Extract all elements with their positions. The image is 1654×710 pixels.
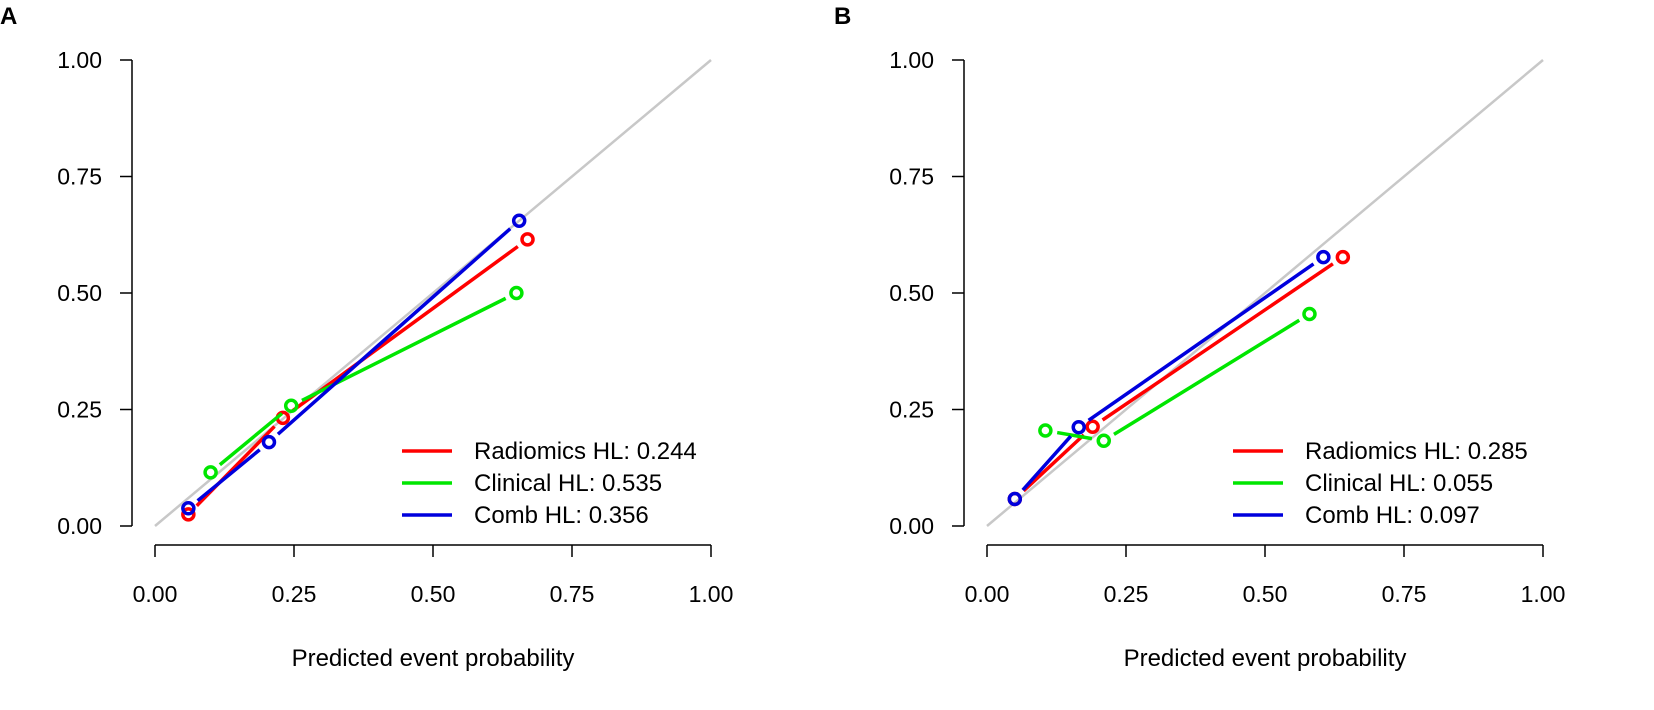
series-segment-comb bbox=[1087, 262, 1315, 422]
legend-label-comb: Comb HL: 0.097 bbox=[1305, 502, 1480, 529]
x-tick-label: 1.00 bbox=[689, 581, 734, 607]
calibration-plot-a: A 0.00 0.25 0.50 0.75 1.00 0.00 0.25 0.50 0.75 1.0… bbox=[0, 3, 733, 672]
y-tick-label: 0.25 bbox=[889, 397, 934, 423]
series-point-comb bbox=[1007, 491, 1023, 507]
series-point-clinical bbox=[1302, 306, 1317, 322]
y-tick-label: 0.00 bbox=[889, 513, 934, 539]
x-tick-label: 0.75 bbox=[1382, 581, 1427, 607]
series-point-radiomics bbox=[1085, 419, 1100, 434]
y-tick-label: 0.75 bbox=[57, 164, 102, 190]
y-tick-label: 0.50 bbox=[57, 280, 102, 306]
y-tick-label: 0.00 bbox=[57, 513, 102, 539]
legend-label-clinical: Clinical HL: 0.055 bbox=[1305, 470, 1493, 497]
x-tick-label: 0.00 bbox=[965, 581, 1010, 607]
x-tick-label: 0.25 bbox=[1104, 581, 1149, 607]
legend-label-radiomics: Radiomics HL: 0.285 bbox=[1305, 438, 1528, 465]
reference-line bbox=[986, 59, 1544, 527]
reference-line bbox=[154, 59, 712, 527]
series-point-clinical bbox=[283, 398, 299, 414]
series-point-comb bbox=[261, 434, 277, 450]
legend-label-comb: Comb HL: 0.356 bbox=[474, 502, 649, 529]
series-segment-comb bbox=[196, 448, 261, 503]
x-tick-label: 0.50 bbox=[1243, 581, 1288, 607]
x-axis-label: Predicted event probability bbox=[1124, 645, 1407, 672]
series-point-radiomics bbox=[520, 232, 535, 247]
series-segment-radiomics bbox=[291, 245, 519, 413]
x-axis-label: Predicted event probability bbox=[292, 645, 575, 672]
y-tick-label: 1.00 bbox=[57, 47, 102, 73]
series-point-comb bbox=[1316, 249, 1331, 265]
panel-label: A bbox=[0, 3, 17, 30]
series-point-comb bbox=[511, 213, 527, 229]
y-tick-label: 0.25 bbox=[57, 397, 102, 423]
x-tick-label: 0.50 bbox=[411, 581, 456, 607]
y-tick-label: 0.50 bbox=[889, 280, 934, 306]
series-segment-clinical bbox=[218, 412, 284, 467]
series-point-radiomics bbox=[181, 507, 196, 522]
series-point-comb bbox=[181, 501, 196, 516]
x-tick-label: 1.00 bbox=[1521, 581, 1566, 607]
series-point-clinical bbox=[509, 285, 524, 301]
series-point-clinical bbox=[203, 465, 218, 480]
series-segment-comb bbox=[276, 227, 512, 436]
series-segment-radiomics bbox=[1101, 262, 1334, 422]
series-point-radiomics bbox=[1335, 249, 1351, 265]
series-point-clinical bbox=[1038, 423, 1053, 438]
series-segment-radiomics bbox=[1022, 433, 1086, 493]
series-segment-clinical bbox=[1113, 318, 1301, 436]
x-tick-label: 0.25 bbox=[272, 581, 317, 607]
y-tick-label: 1.00 bbox=[889, 47, 934, 73]
legend-label-radiomics: Radiomics HL: 0.244 bbox=[474, 438, 697, 465]
calibration-plot-b: B 0.00 0.25 0.50 0.75 1.00 0.00 0.25 0.50 0.75 1.0… bbox=[834, 3, 1565, 672]
legend-label-clinical: Clinical HL: 0.535 bbox=[474, 470, 662, 497]
panel-label: B bbox=[834, 3, 851, 30]
series-point-comb bbox=[1071, 419, 1086, 435]
x-tick-label: 0.00 bbox=[133, 581, 178, 607]
series-point-clinical bbox=[1096, 433, 1112, 448]
series-segment-comb bbox=[1021, 435, 1073, 492]
x-tick-label: 0.75 bbox=[550, 581, 595, 607]
y-tick-label: 0.75 bbox=[889, 164, 934, 190]
series-segment-clinical bbox=[1056, 430, 1093, 441]
